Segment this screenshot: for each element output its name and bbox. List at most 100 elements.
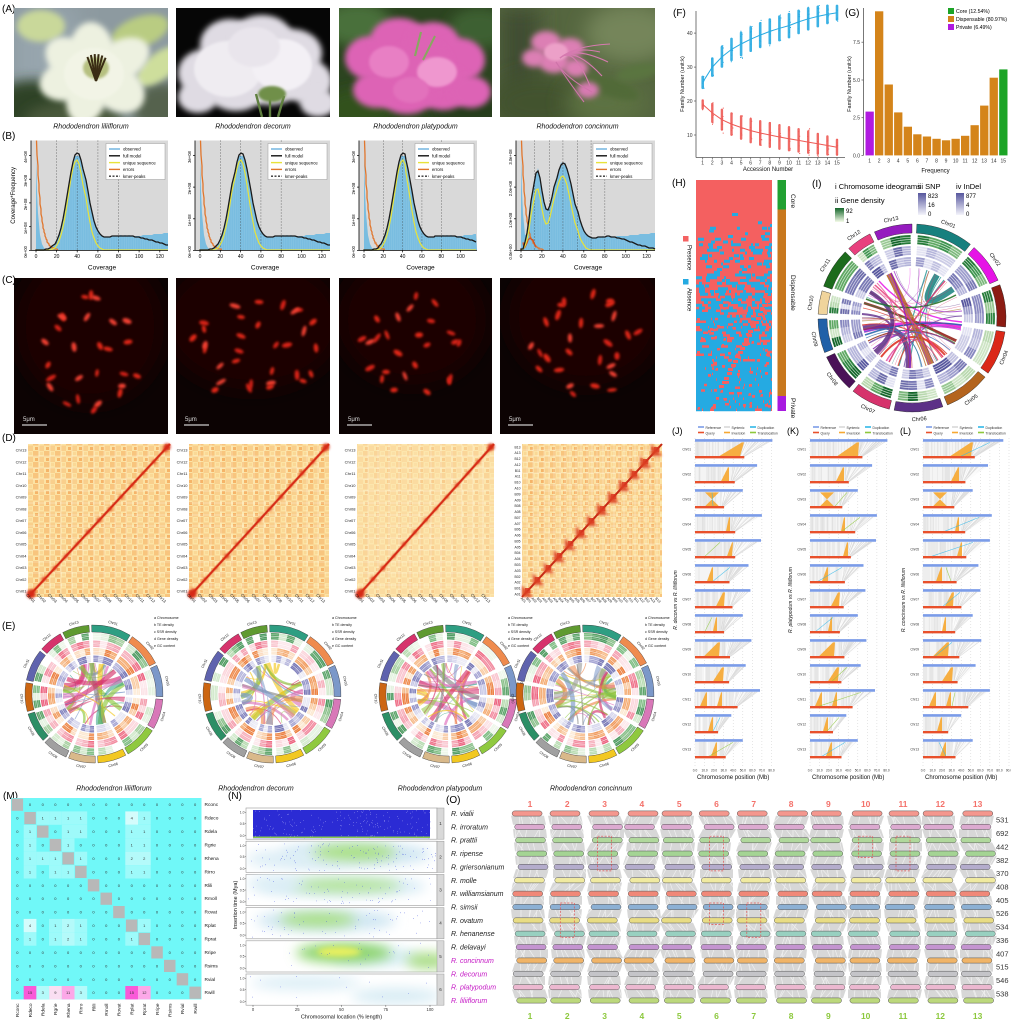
svg-text:3.0e+08: 3.0e+08 bbox=[508, 149, 513, 165]
svg-text:Chr05: Chr05 bbox=[964, 393, 980, 407]
svg-text:0: 0 bbox=[169, 896, 172, 901]
svg-text:observed: observed bbox=[123, 147, 141, 152]
svg-text:B11: B11 bbox=[515, 469, 521, 473]
svg-text:5μm: 5μm bbox=[185, 417, 197, 423]
svg-text:Chr03: Chr03 bbox=[342, 676, 348, 686]
svg-text:Rvial: Rvial bbox=[205, 977, 216, 983]
svg-text:0: 0 bbox=[92, 843, 95, 848]
svg-text:0: 0 bbox=[105, 937, 108, 942]
svg-text:7: 7 bbox=[751, 799, 756, 809]
svg-text:A04: A04 bbox=[514, 557, 520, 561]
svg-text:Chromosomal location (% length: Chromosomal location (% length) bbox=[301, 1015, 382, 1021]
svg-text:Chr07: Chr07 bbox=[417, 592, 429, 604]
svg-text:Private: Private bbox=[789, 398, 796, 419]
svg-text:0: 0 bbox=[16, 990, 19, 995]
svg-text:Reference: Reference bbox=[934, 426, 950, 430]
svg-text:A06: A06 bbox=[574, 597, 581, 604]
svg-text:Chr04: Chr04 bbox=[514, 711, 521, 722]
svg-text:0: 0 bbox=[143, 896, 146, 901]
svg-text:8: 8 bbox=[789, 1011, 794, 1021]
svg-text:A10: A10 bbox=[514, 487, 520, 491]
svg-text:Chr01: Chr01 bbox=[16, 589, 28, 594]
svg-text:0: 0 bbox=[118, 843, 121, 848]
svg-text:50.0: 50.0 bbox=[855, 769, 861, 773]
svg-text:8: 8 bbox=[789, 799, 794, 809]
svg-text:0: 0 bbox=[16, 843, 19, 848]
svg-text:A03: A03 bbox=[514, 569, 520, 573]
svg-text:0: 0 bbox=[131, 802, 134, 807]
svg-text:A02: A02 bbox=[514, 581, 520, 585]
svg-text:Chr07: Chr07 bbox=[251, 592, 263, 604]
svg-text:B02: B02 bbox=[536, 597, 543, 604]
svg-text:12: 12 bbox=[936, 799, 946, 809]
svg-text:A08: A08 bbox=[514, 510, 520, 514]
svg-text:Chr02: Chr02 bbox=[682, 472, 691, 476]
svg-text:Rprat: Rprat bbox=[142, 1003, 148, 1015]
svg-text:Chr11: Chr11 bbox=[377, 659, 385, 669]
svg-text:0: 0 bbox=[118, 950, 121, 955]
svg-text:Rhododendron decorum: Rhododendron decorum bbox=[218, 786, 294, 793]
svg-text:1: 1 bbox=[701, 161, 704, 167]
svg-text:1: 1 bbox=[143, 923, 146, 928]
svg-text:Chr12: Chr12 bbox=[533, 633, 543, 642]
svg-text:Chr09: Chr09 bbox=[27, 726, 35, 736]
svg-text:0.0: 0.0 bbox=[693, 769, 698, 773]
svg-text:1: 1 bbox=[131, 843, 134, 848]
svg-text:0.0: 0.0 bbox=[853, 153, 860, 159]
svg-text:1: 1 bbox=[67, 829, 70, 834]
svg-text:1: 1 bbox=[131, 937, 134, 942]
svg-text:0.0: 0.0 bbox=[921, 769, 926, 773]
svg-text:Chr11: Chr11 bbox=[177, 471, 188, 476]
svg-text:A12: A12 bbox=[638, 597, 645, 604]
svg-text:(B): (B) bbox=[2, 131, 15, 142]
svg-text:10.0: 10.0 bbox=[929, 769, 935, 773]
svg-text:observed: observed bbox=[610, 147, 628, 152]
svg-text:0: 0 bbox=[194, 816, 197, 821]
svg-text:Chr06: Chr06 bbox=[345, 530, 357, 535]
svg-text:20.0: 20.0 bbox=[826, 769, 832, 773]
svg-text:Chromosome position (Mb): Chromosome position (Mb) bbox=[925, 775, 997, 781]
svg-text:40.0: 40.0 bbox=[845, 769, 851, 773]
svg-text:1: 1 bbox=[131, 869, 134, 874]
svg-text:0: 0 bbox=[181, 843, 184, 848]
svg-text:0: 0 bbox=[118, 883, 121, 888]
svg-text:0: 0 bbox=[156, 843, 159, 848]
svg-text:Rripe: Rripe bbox=[205, 950, 217, 956]
svg-text:0: 0 bbox=[118, 802, 121, 807]
svg-text:Chr05: Chr05 bbox=[682, 547, 691, 551]
svg-text:0: 0 bbox=[105, 910, 108, 915]
svg-text:80.0: 80.0 bbox=[996, 769, 1002, 773]
svg-text:Chr08: Chr08 bbox=[48, 750, 58, 759]
svg-text:5.0: 5.0 bbox=[853, 78, 860, 84]
svg-text:Chr04: Chr04 bbox=[160, 711, 167, 722]
svg-text:A03: A03 bbox=[541, 597, 548, 604]
svg-text:0.5: 0.5 bbox=[240, 955, 245, 959]
svg-text:0: 0 bbox=[16, 896, 19, 901]
svg-text:0: 0 bbox=[29, 963, 32, 968]
svg-text:0.0: 0.0 bbox=[240, 867, 245, 871]
svg-text:0: 0 bbox=[169, 869, 172, 874]
svg-text:120: 120 bbox=[642, 254, 651, 260]
svg-text:observed: observed bbox=[285, 147, 303, 152]
svg-text:0: 0 bbox=[363, 254, 366, 260]
svg-text:Core (12.54%): Core (12.54%) bbox=[956, 9, 990, 15]
svg-text:4: 4 bbox=[730, 161, 733, 167]
svg-text:Chr06: Chr06 bbox=[910, 572, 919, 576]
svg-text:0: 0 bbox=[29, 977, 32, 982]
svg-text:0: 0 bbox=[92, 816, 95, 821]
svg-text:Chr06: Chr06 bbox=[16, 530, 28, 535]
svg-text:Query: Query bbox=[821, 431, 831, 435]
svg-text:Chr10: Chr10 bbox=[373, 694, 377, 704]
svg-text:11: 11 bbox=[899, 799, 908, 809]
svg-text:0: 0 bbox=[194, 883, 197, 888]
svg-text:Chr02: Chr02 bbox=[797, 472, 806, 476]
svg-text:c SSR density: c SSR density bbox=[332, 630, 355, 634]
svg-text:R. griersonianum: R. griersonianum bbox=[451, 864, 504, 871]
svg-text:R. ripense: R. ripense bbox=[451, 851, 483, 858]
svg-text:0: 0 bbox=[42, 950, 45, 955]
svg-text:0: 0 bbox=[118, 977, 121, 982]
svg-text:40: 40 bbox=[238, 254, 244, 260]
svg-text:unique sequence: unique sequence bbox=[123, 160, 156, 165]
svg-text:Chr08: Chr08 bbox=[345, 506, 357, 511]
svg-text:3: 3 bbox=[602, 799, 607, 809]
